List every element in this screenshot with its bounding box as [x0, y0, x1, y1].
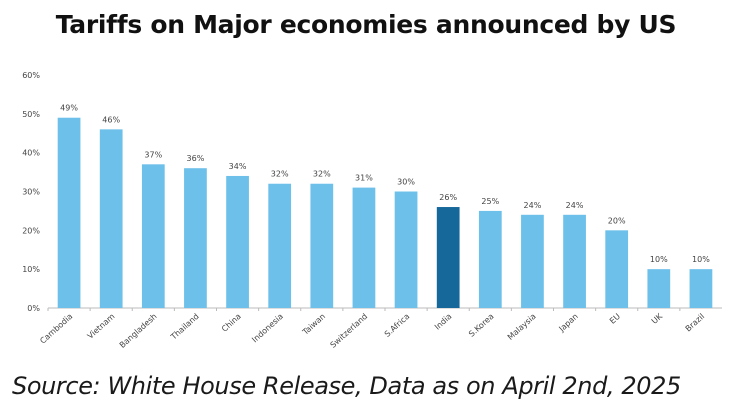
bar	[226, 175, 249, 308]
y-tick-label: 40%	[22, 149, 40, 158]
x-tick-label: Cambodia	[38, 312, 74, 346]
y-tick-label: 20%	[22, 226, 40, 235]
bar	[436, 207, 460, 308]
data-label: 24%	[524, 201, 542, 210]
bars-group: 49% 46% 37% 36% 34% 32% 32% 31% 30% 26% 25% 24% 24% 2…	[57, 104, 713, 308]
x-tick-label: India	[433, 312, 454, 332]
bar	[141, 164, 165, 308]
bar	[605, 230, 629, 308]
x-tick-label: Japan	[557, 312, 580, 334]
x-tick-label: Taiwan	[300, 312, 327, 338]
data-label: 31%	[355, 174, 373, 183]
x-tick-label: Malaysia	[506, 312, 538, 342]
data-label: 34%	[229, 162, 247, 171]
data-label: 32%	[313, 170, 331, 179]
x-tick-label: EU	[608, 312, 622, 326]
data-label: 24%	[566, 201, 584, 210]
data-label: 10%	[692, 255, 710, 264]
y-tick-label: 50%	[22, 110, 40, 119]
chart-title: Tariffs on Major economies announced by …	[55, 10, 677, 39]
y-tick-label: 30%	[22, 188, 40, 197]
bar	[689, 269, 713, 308]
bar	[268, 183, 292, 308]
data-label: 37%	[144, 150, 162, 159]
bar	[647, 269, 671, 308]
x-axis: Cambodia Vietnam Bangladesh Thailand China In…	[38, 308, 706, 350]
bar	[478, 210, 502, 308]
y-tick-label: 10%	[22, 265, 40, 274]
bar-chart: 0% 10% 20% 30% 40% 50% 60% 49% 46% 37% 36% 34% 32% 3…	[22, 71, 722, 350]
x-tick-label: Vietnam	[86, 312, 117, 341]
data-label: 30%	[397, 178, 415, 187]
data-label: 10%	[650, 255, 668, 264]
x-tick-label: Indonesia	[250, 312, 285, 345]
x-tick-label: Switzerland	[329, 312, 370, 350]
y-tick-label: 0%	[27, 304, 40, 313]
x-tick-label: S.Korea	[467, 312, 496, 339]
source-note: Source: White House Release, Data as on …	[12, 372, 681, 400]
data-label: 32%	[271, 170, 289, 179]
data-label: 25%	[481, 197, 499, 206]
data-label: 26%	[439, 193, 457, 202]
bar	[352, 187, 376, 308]
x-tick-label: China	[220, 312, 243, 334]
bar	[521, 214, 544, 308]
bar	[184, 168, 207, 308]
bar	[57, 117, 81, 308]
x-tick-label: Thailand	[168, 312, 200, 342]
x-tick-label: S.Africa	[383, 312, 412, 339]
x-tick-label: UK	[650, 311, 665, 326]
data-label: 46%	[102, 115, 120, 124]
data-label: 49%	[60, 104, 78, 113]
x-tick-label: Brazil	[684, 312, 707, 334]
bar	[99, 129, 123, 308]
data-label: 20%	[608, 216, 626, 225]
bar	[563, 214, 586, 308]
bar	[310, 183, 334, 308]
bar	[394, 191, 418, 308]
x-tick-label: Bangladesh	[118, 312, 159, 350]
data-label: 36%	[187, 154, 205, 163]
y-tick-label: 60%	[22, 71, 40, 80]
